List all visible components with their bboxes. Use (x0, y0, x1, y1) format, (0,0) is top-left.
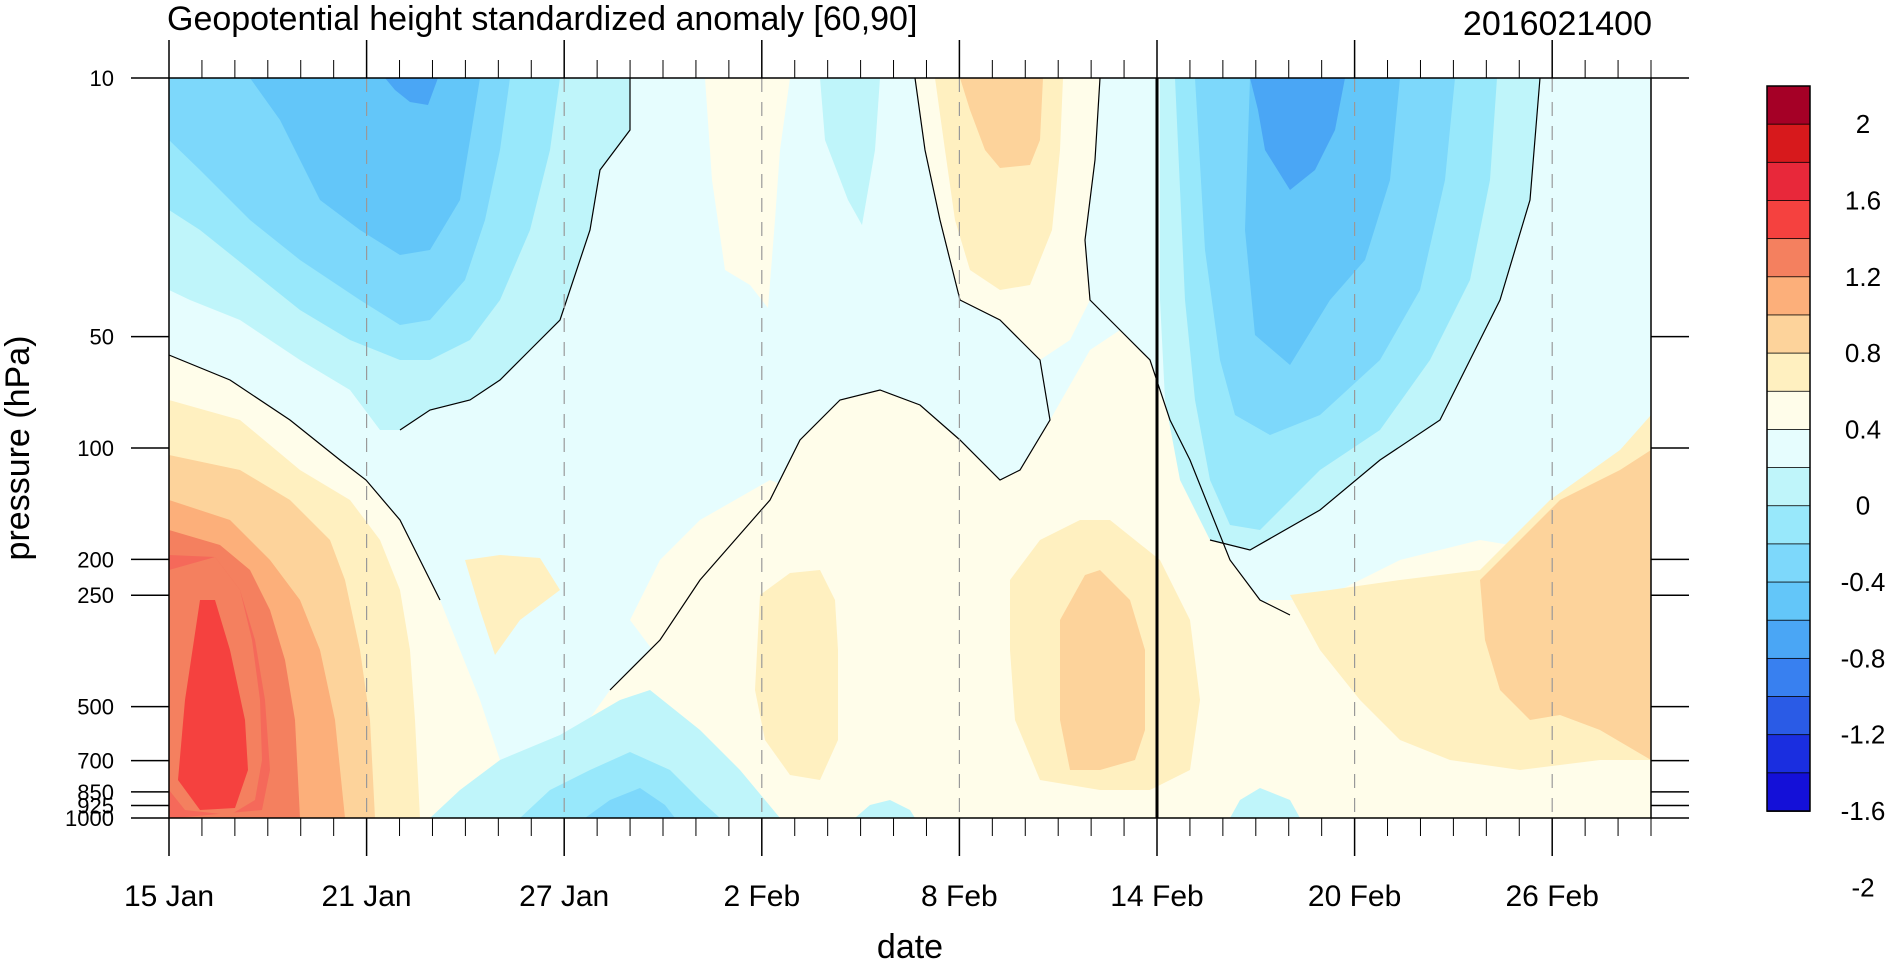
contour-line (1084, 78, 1291, 616)
contour-level-neg1.0 (250, 78, 480, 255)
colorbar-swatch (1766, 314, 1811, 355)
contour-level-0.4 (960, 78, 1043, 168)
contour-level-1.4 (178, 600, 248, 810)
colorbar-swatch (1766, 200, 1811, 240)
colorbar-label: 1.6 (1845, 185, 1881, 215)
y-tick-label: 925 (77, 793, 114, 818)
x-axis: 15 Jan 21 Jan 27 Jan 2 Feb 8 Feb 14 Feb 20 Feb… (124, 40, 1652, 913)
colorbar-frame (1766, 85, 1811, 812)
contour-level-0.4 (1060, 570, 1145, 770)
colorbar-label: 0.8 (1845, 338, 1881, 368)
colorbar-swatch (1766, 352, 1811, 393)
contour-level-neg1.2 (1250, 78, 1345, 190)
contour-line (1209, 78, 1541, 551)
x-tick-label: 21 Jan (322, 880, 412, 913)
contour-level-0.2 (465, 555, 560, 655)
x-tick-label: 26 Feb (1505, 880, 1598, 913)
x-gridlines (366, 78, 1553, 818)
colorbar-label: -2 (1851, 872, 1874, 902)
colorbar-label: 0 (1856, 491, 1870, 521)
x-tick-label: 27 Jan (519, 880, 609, 913)
y-tick-label: 10 (90, 66, 114, 91)
contour-level-0.2 (755, 570, 838, 780)
colorbar-swatch (1766, 390, 1811, 431)
contour-level-neg0.4 (430, 690, 780, 818)
colorbar-swatch (1766, 543, 1811, 583)
y-tick-label: 50 (90, 325, 114, 350)
x-tick-label: 2 Feb (723, 880, 800, 913)
y-tick-label: 700 (77, 749, 114, 774)
colorbar: 2 1.6 1.2 0.8 0.4 0 -0.4 -0.8 -1.2 -1.6 -2 (1766, 85, 1886, 902)
y-axis-title: pressure (hPa) (0, 336, 37, 561)
colorbar-swatch (1766, 581, 1811, 622)
y-tick-label: 1000 (65, 806, 114, 831)
colorbar-swatch (1766, 429, 1811, 469)
x-tick-label: 14 Feb (1110, 880, 1203, 913)
colorbar-label: 0.4 (1845, 414, 1881, 444)
colorbar-swatch (1766, 276, 1811, 316)
contour-level-neg0.4 (1230, 788, 1300, 818)
colorbar-swatch (1766, 734, 1811, 774)
colorbar-swatch (1766, 467, 1811, 507)
x-tick-label: 8 Feb (921, 880, 998, 913)
colorbar-label: 1.2 (1845, 262, 1881, 292)
colorbar-swatch (1766, 772, 1811, 812)
colorbar-swatch (1766, 238, 1811, 278)
y-tick-label: 500 (77, 695, 114, 720)
y-tick-label: 250 (77, 583, 114, 608)
y-tick-label: 850 (77, 780, 114, 805)
contour-level-0.4 (1480, 450, 1651, 760)
chart-title: Geopotential height standardized anomaly… (167, 0, 917, 38)
colorbar-swatch (1766, 85, 1811, 126)
colorbar-label: -1.2 (1841, 720, 1886, 750)
colorbar-swatch (1766, 123, 1811, 164)
colorbar-label: -0.8 (1841, 643, 1886, 673)
contour-level-neg0.8 (585, 788, 675, 818)
x-axis-title: date (877, 928, 943, 963)
contour-level-0 (705, 78, 790, 308)
colorbar-swatch (1766, 619, 1811, 660)
colorbar-label: 2 (1856, 109, 1870, 139)
contour-level-neg1.2 (385, 78, 438, 105)
x-tick-label: 15 Jan (124, 880, 214, 913)
contour-line (399, 78, 631, 431)
y-tick-label: 100 (77, 436, 114, 461)
contour-level-neg0.4 (855, 800, 915, 818)
contour-line (169, 354, 441, 601)
chart-date-label: 2016021400 (1463, 5, 1652, 43)
colorbar-label: -0.4 (1841, 567, 1886, 597)
y-tick-label: 200 (77, 547, 114, 572)
colorbar-label: -1.6 (1841, 796, 1886, 826)
colorbar-swatch (1766, 657, 1811, 698)
colorbar-swatch (1766, 696, 1811, 736)
x-tick-label: 20 Feb (1308, 880, 1401, 913)
colorbar-swatch (1766, 505, 1811, 545)
contour-level-neg0.6 (520, 752, 720, 818)
contour-field (169, 78, 1651, 818)
contour-level-neg0.4 (820, 78, 880, 225)
colorbar-swatch (1766, 161, 1811, 202)
